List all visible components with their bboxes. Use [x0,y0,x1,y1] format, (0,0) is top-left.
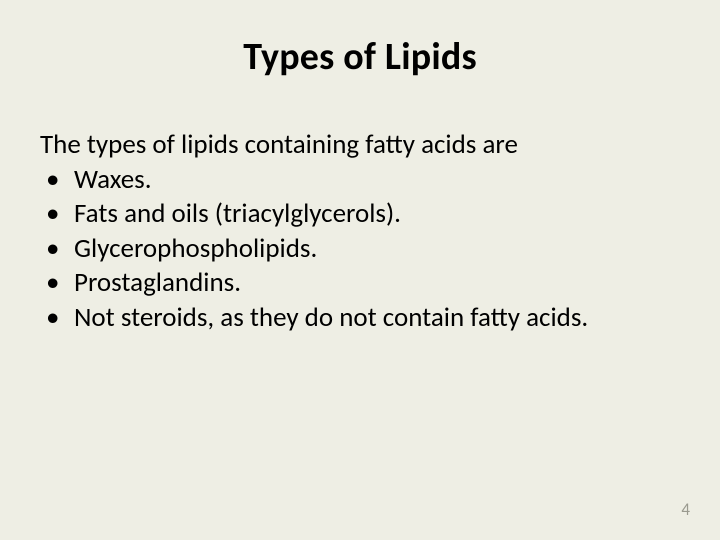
slide-body: The types of lipids containing fatty aci… [0,80,720,335]
page-number: 4 [681,499,690,520]
list-item: Not steroids, as they do not contain fat… [40,301,680,336]
list-item: Glycerophospholipids. [40,232,680,267]
intro-text: The types of lipids containing fatty aci… [40,128,680,163]
list-item: Fats and oils (triacylglycerols). [40,197,680,232]
bullet-list: Waxes. Fats and oils (triacylglycerols).… [40,163,680,336]
slide-title: Types of Lipids [0,0,720,80]
list-item: Waxes. [40,163,680,198]
list-item: Prostaglandins. [40,266,680,301]
